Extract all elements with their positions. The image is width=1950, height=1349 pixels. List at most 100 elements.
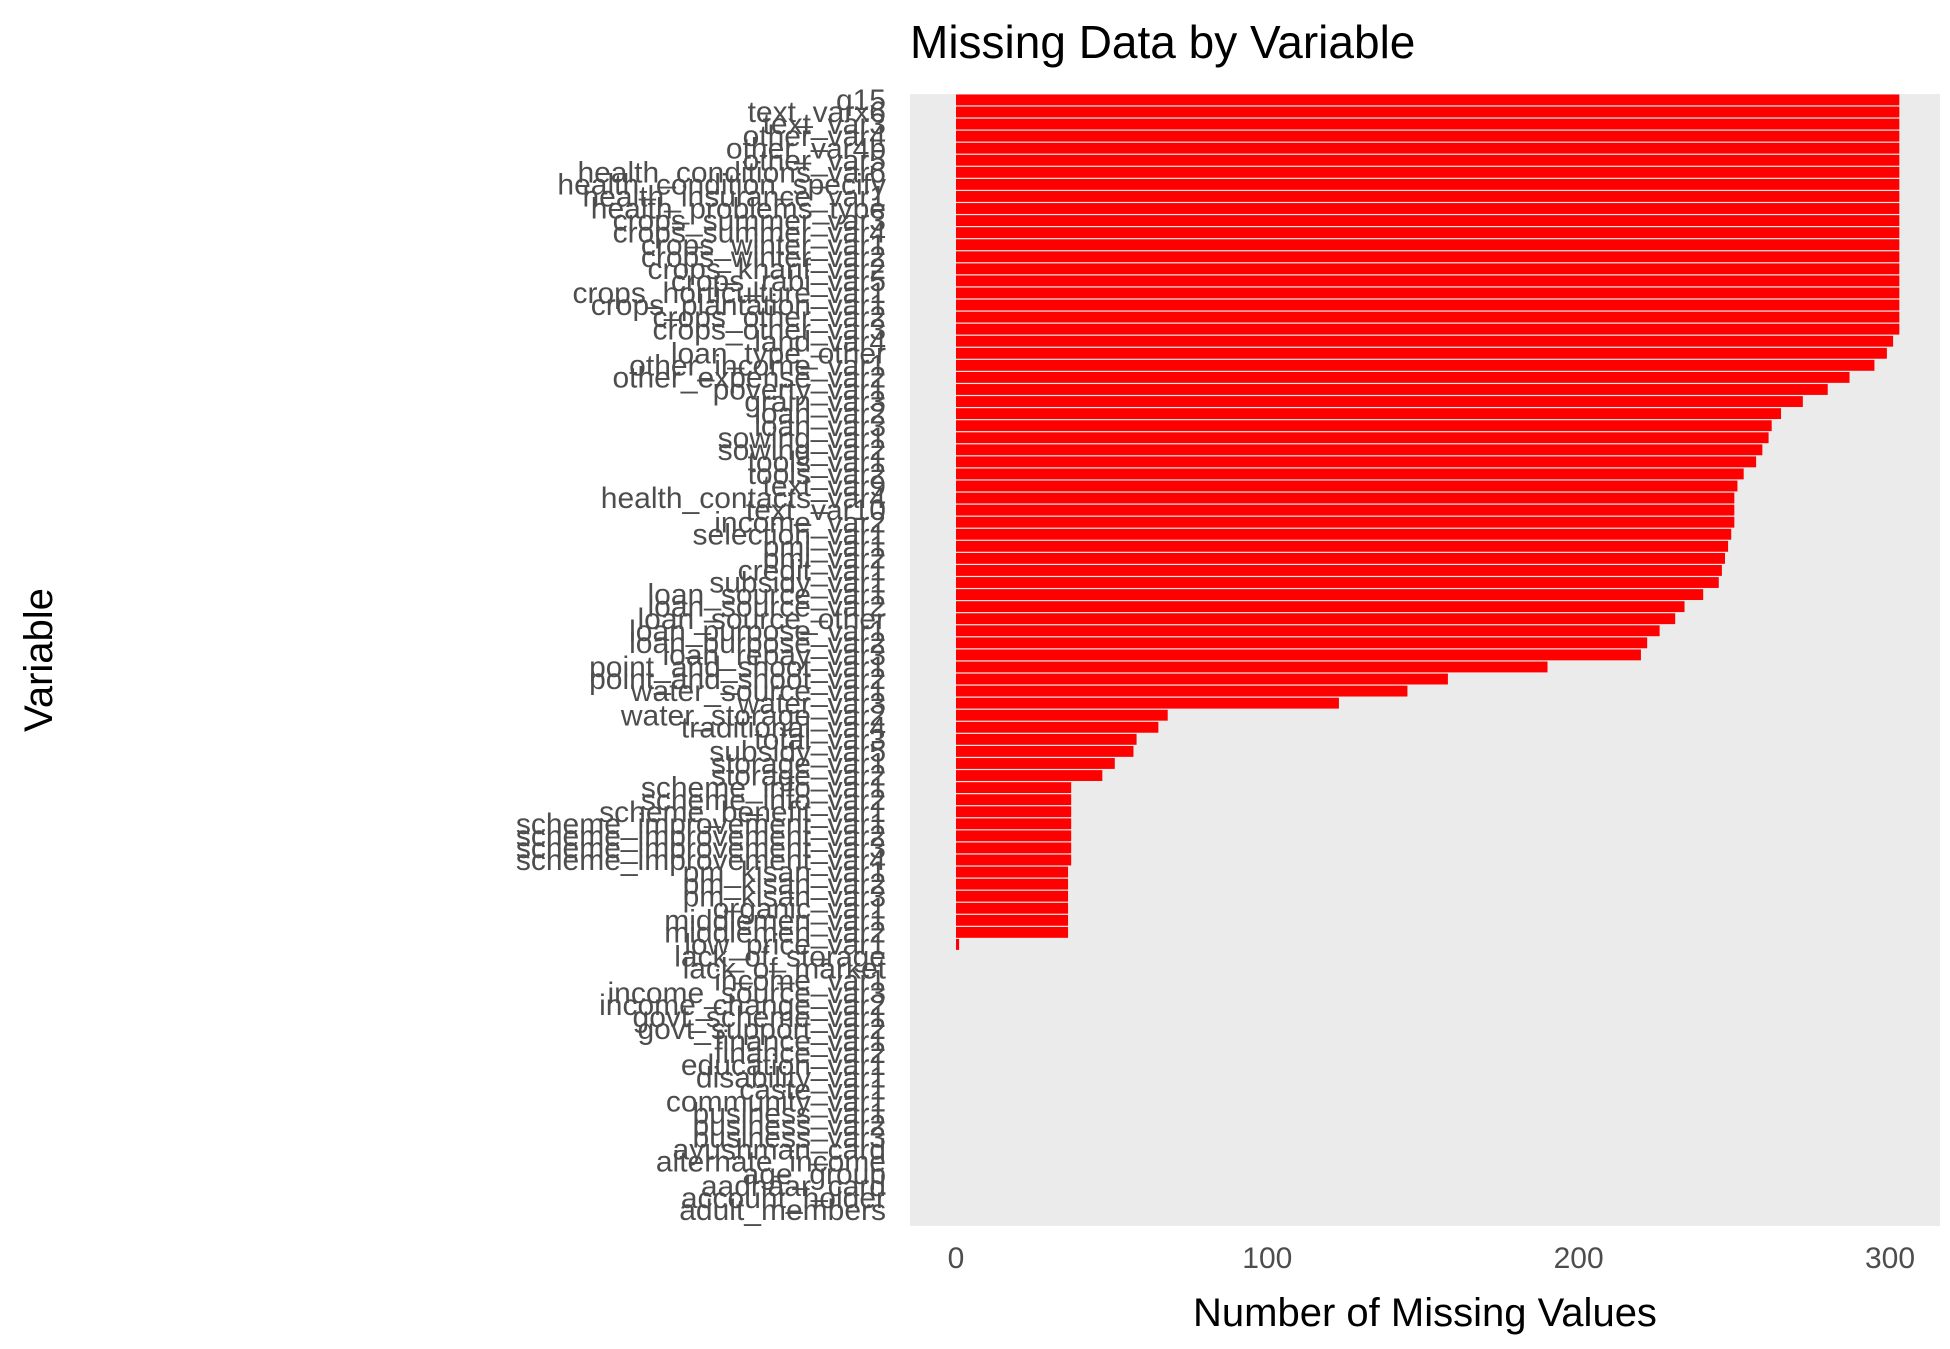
bar-subsidy_var1 <box>956 577 1719 588</box>
y-tick-label: subsidy_var5 <box>709 736 886 769</box>
y-tick-label: business_var3 <box>693 1122 886 1155</box>
y-tick-label: loan_purpose_var2 <box>629 627 886 660</box>
y-tick-label: health_contacts_var4 <box>601 482 886 515</box>
bar-q15 <box>956 94 1900 106</box>
bar-scheme_improvement_var3 <box>956 842 1072 854</box>
bar-scheme_info_var1 <box>956 782 1072 794</box>
y-tick-label: pm_kisan_var1 <box>683 856 886 889</box>
y-tick-label: crops_rabi_var5 <box>671 265 886 298</box>
x-tick-label: 0 <box>948 1242 965 1275</box>
bar-selection_var1 <box>956 528 1732 540</box>
y-tick-label: water_storage_var2 <box>620 699 886 732</box>
bars-group <box>956 94 1900 950</box>
bar-loan_source_var2 <box>956 601 1685 613</box>
bar-income_var2 <box>956 516 1735 528</box>
y-tick-label: scheme_improvement_var3 <box>516 832 886 865</box>
y-tick-label: crops_kharif_var2 <box>648 253 886 286</box>
bar-pmi_var1 <box>956 540 1729 552</box>
y-tick-label: other_var4b <box>726 132 886 165</box>
bar-point_and_shoot_var2 <box>956 673 1448 685</box>
bar-scheme_improvement_var1 <box>956 818 1072 830</box>
y-axis-title: Variable <box>17 588 61 732</box>
y-tick-label: health_insurance_var1 <box>582 181 886 214</box>
bar-pm_kisan_var1 <box>956 866 1069 878</box>
y-tick-label: health_problems_type <box>591 193 886 226</box>
y-tick-label: other_var4 <box>743 120 886 153</box>
y-tick-label: loan_source_var2 <box>648 591 887 624</box>
bar-text_var3 <box>956 118 1900 130</box>
y-tick-label: low_price_var1 <box>684 929 886 962</box>
chart-title: Missing Data by Variable <box>910 16 1415 68</box>
y-tick-label: loan_purpose_var1 <box>629 615 886 648</box>
y-tick-label: finance_var2 <box>714 1037 886 1070</box>
y-tick-label: loan_var3 <box>754 410 886 443</box>
y-tick-label: point_and_shoot_var1 <box>589 651 886 684</box>
y-tick-label: ayushman_card <box>673 1134 886 1167</box>
y-tick-label: total_var3 <box>754 723 886 756</box>
y-tick-label: income_source_var3 <box>608 977 886 1010</box>
y-tick-label: water_var3 <box>737 687 886 720</box>
bar-other_income_var1 <box>956 359 1875 371</box>
bar-water_source_var1 <box>956 685 1408 697</box>
y-tick-label: text_varx6 <box>748 96 886 129</box>
bar-scheme_improvement_var4 <box>956 854 1072 866</box>
bar-health_condition_specify <box>956 178 1900 190</box>
bar-loan_var2 <box>956 408 1782 420</box>
y-tick-label: scheme_benefit_var1 <box>599 796 886 829</box>
y-tick-label: scheme_improvement_var1 <box>516 808 886 841</box>
bar-storage_var2 <box>956 770 1103 781</box>
y-tick-label: crops_plantation_var1 <box>591 289 886 322</box>
bar-pm_kisan_var3 <box>956 890 1069 902</box>
bar-loan_repay_var3 <box>956 649 1641 661</box>
bar-health_contacts_var4 <box>956 492 1735 504</box>
y-tick-label: crops_other_var3 <box>653 313 886 346</box>
y-tick-label: adult_members <box>679 1194 886 1227</box>
bar-organic_var1 <box>956 902 1069 914</box>
bar-text_varx6 <box>956 106 1900 118</box>
y-tick-label: pmi_var2 <box>763 542 886 575</box>
y-tick-label: income_change_var2 <box>599 989 886 1022</box>
y-tick-label: other_income_var1 <box>629 349 886 382</box>
bar-tools_var2 <box>956 468 1744 480</box>
y-tick-label: middlemen_var2 <box>664 916 886 949</box>
y-tick-label: pmi_var1 <box>763 530 886 563</box>
bar-crops_winter_var1 <box>956 239 1900 251</box>
y-tick-label: storage_var2 <box>711 760 886 793</box>
x-tick-labels: 0 100 200 300 <box>948 1242 1915 1275</box>
x-tick-label: 200 <box>1554 1242 1604 1275</box>
y-tick-label: tools_var1 <box>748 446 886 479</box>
y-tick-label: crops_summer_var4 <box>613 217 886 250</box>
y-tick-label: poverty_var1 <box>713 374 886 407</box>
y-tick-label: scheme_improvement_var4 <box>516 844 886 877</box>
bar-pmi_var2 <box>956 552 1725 564</box>
bar-point_and_shoot_var1 <box>956 661 1548 673</box>
bar-health_insurance_var1 <box>956 191 1900 202</box>
bar-other_var4b <box>956 142 1900 154</box>
bar-poverty_var1 <box>956 384 1828 395</box>
y-tick-label: credit_var1 <box>738 555 886 588</box>
y-tick-label: crops_winter_var2 <box>641 241 886 274</box>
bar-crops_winter_var2 <box>956 251 1900 263</box>
y-tick-label: q15 <box>836 84 886 117</box>
y-tick-label: loan_source_var1 <box>648 579 887 612</box>
bar-health_conditions_var6 <box>956 166 1900 178</box>
y-tick-label: text_var3 <box>763 108 886 141</box>
bar-water_var3 <box>956 697 1339 709</box>
bar-crops_other_var3 <box>956 323 1900 335</box>
y-tick-label: pm_kisan_var3 <box>683 880 886 913</box>
y-tick-label: text_var9 <box>763 470 886 503</box>
y-tick-label: other_expense_var2 <box>612 362 886 395</box>
y-tick-label: business_var1 <box>693 1097 886 1130</box>
bar-crops_plantation_var1 <box>956 299 1900 311</box>
bar-crops_other_var2 <box>956 311 1900 323</box>
y-tick-label: scheme_info_var1 <box>641 772 886 805</box>
y-tick-label: land_var4 <box>754 325 886 358</box>
bar-other_var4 <box>956 130 1900 142</box>
bar-scheme_improvement_var2 <box>956 830 1072 842</box>
bar-scheme_info_var2 <box>956 794 1072 806</box>
y-tick-label: text_var10 <box>746 494 886 527</box>
y-tick-label: crops_other_var2 <box>653 301 886 334</box>
y-tick-label: caste_var1 <box>739 1073 886 1106</box>
bar-scheme_benefit_var1 <box>956 806 1072 818</box>
